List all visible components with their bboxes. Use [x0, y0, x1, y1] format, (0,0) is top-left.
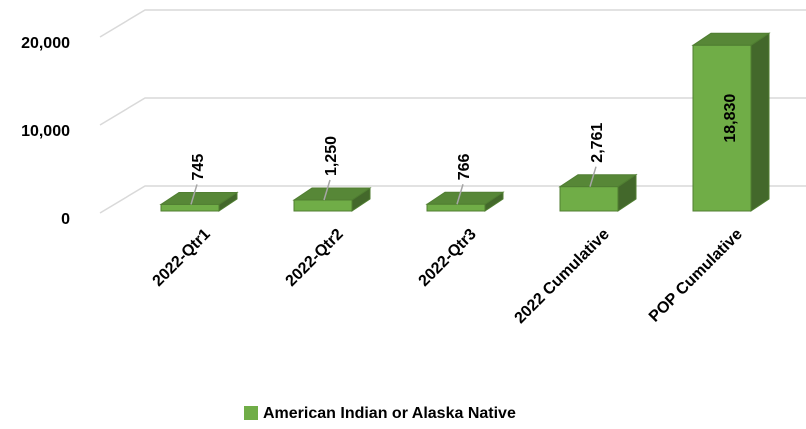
- bar-front: [160, 203, 220, 212]
- grid-line: [99, 97, 806, 126]
- data-label: 1,250: [323, 136, 340, 176]
- bar: [558, 173, 638, 212]
- leader-line: [456, 184, 464, 205]
- x-tick-label: POP Cumulative: [646, 226, 746, 326]
- leader-line: [589, 166, 597, 187]
- data-label: 2,761: [589, 123, 606, 163]
- leader-line: [323, 179, 331, 201]
- bar: [691, 32, 771, 212]
- data-label: 766: [456, 153, 473, 180]
- bar: [292, 187, 372, 212]
- x-tick-label: 2022-Qtr2: [283, 226, 347, 290]
- bar-front: [692, 44, 752, 212]
- bar-front: [559, 186, 619, 212]
- x-tick-label: 2022 Cumulative: [511, 226, 612, 327]
- bar-front: [293, 199, 353, 212]
- y-tick-label: 10,000: [21, 123, 70, 140]
- bar-side: [750, 32, 770, 212]
- x-tick-label: 2022-Qtr3: [416, 226, 480, 290]
- legend-label: American Indian or Alaska Native: [263, 405, 516, 422]
- leader-line: [190, 184, 198, 205]
- bar-front: [426, 203, 486, 212]
- legend: American Indian or Alaska Native: [244, 405, 516, 422]
- legend-swatch: [244, 406, 258, 420]
- bar: [425, 191, 505, 212]
- data-label: 18,830: [722, 94, 739, 143]
- grid-line: [99, 9, 806, 38]
- y-tick-label: 0: [61, 211, 70, 228]
- x-tick-label: 2022-Qtr1: [150, 226, 214, 290]
- data-label: 745: [190, 154, 207, 181]
- y-tick-label: 20,000: [21, 35, 70, 52]
- bar: [159, 191, 239, 212]
